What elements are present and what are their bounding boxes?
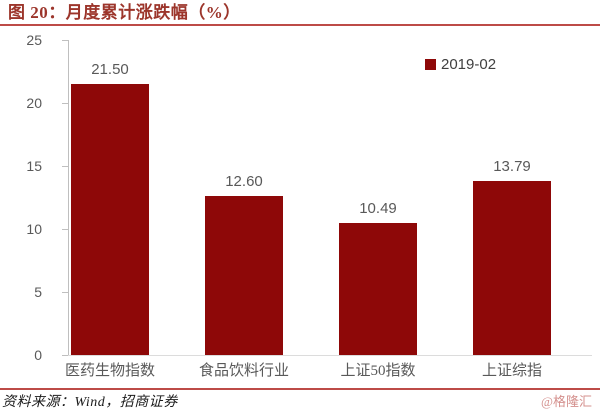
bar <box>71 84 149 355</box>
bar-group: 12.60 食品饮料行业 <box>177 0 311 412</box>
footer-divider-line <box>0 388 600 390</box>
bar <box>473 181 551 355</box>
category-label: 医药生物指数 <box>64 363 155 379</box>
bar-value-label: 21.50 <box>91 61 129 78</box>
category-label: 上证综指 <box>481 363 542 379</box>
y-tick-label: 15 <box>26 158 42 174</box>
legend: 2019-02 <box>425 56 496 73</box>
y-tick-label: 20 <box>26 95 42 111</box>
bar <box>339 223 417 355</box>
y-tick-mark <box>62 292 68 293</box>
footer: 资料来源：Wind，招商证券 @格隆汇 <box>0 391 600 411</box>
y-tick-label: 10 <box>26 221 42 237</box>
legend-swatch-icon <box>425 59 436 70</box>
bar-group: 21.50 医药生物指数 <box>43 0 177 412</box>
chart-title: 图 20：月度累计涨跌幅（%） <box>8 3 241 22</box>
y-axis-line <box>68 40 69 355</box>
y-tick-mark <box>62 166 68 167</box>
y-tick-label: 5 <box>34 284 42 300</box>
category-label: 食品饮料行业 <box>198 363 289 379</box>
source-note: 资料来源：Wind，招商证券 <box>2 395 178 410</box>
y-tick-label: 0 <box>34 347 42 363</box>
bar-value-label: 10.49 <box>359 200 397 217</box>
bar-group: 13.79 上证综指 <box>445 0 579 412</box>
bar-value-label: 12.60 <box>225 173 263 190</box>
legend-label: 2019-02 <box>441 56 497 73</box>
y-tick-mark <box>62 103 68 104</box>
y-tick-label: 25 <box>26 32 42 48</box>
bar-group: 10.49 上证50指数 <box>311 0 445 412</box>
bar-value-label: 13.79 <box>493 158 531 175</box>
x-axis-line <box>68 355 592 356</box>
bar <box>205 196 283 355</box>
title-divider-line <box>0 24 600 26</box>
watermark: @格隆汇 <box>541 394 592 409</box>
category-label: 上证50指数 <box>340 363 416 379</box>
y-tick-mark <box>62 40 68 41</box>
y-tick-mark <box>62 229 68 230</box>
y-tick-mark <box>62 355 68 356</box>
